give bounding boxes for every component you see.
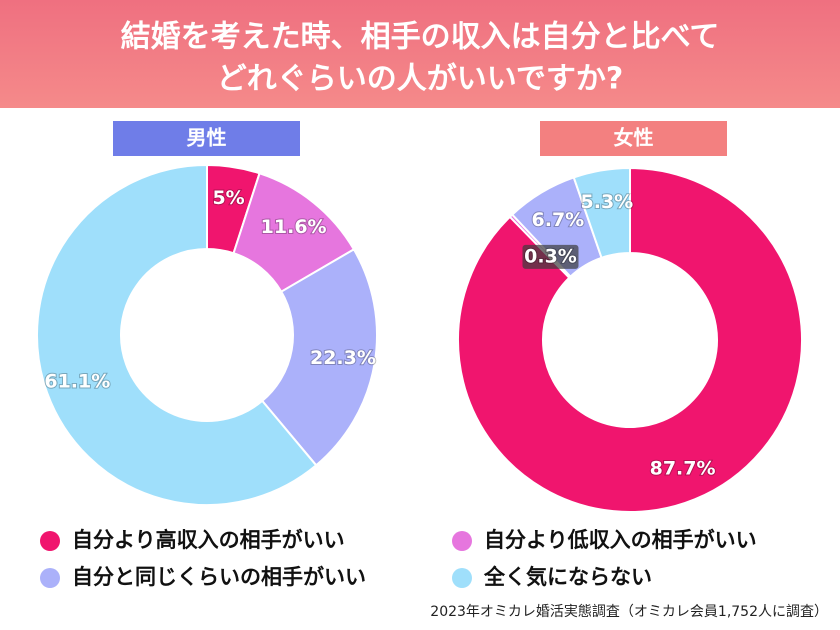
value-label: 61.1% xyxy=(44,371,110,393)
footnote: 2023年オミカレ婚活実態調査（オミカレ会員1,752人に調査） xyxy=(430,604,828,620)
value-label: 5.3% xyxy=(581,191,634,213)
donut-slice xyxy=(260,248,378,467)
legend-label: 自分と同じくらいの相手がいい xyxy=(72,565,366,589)
value-label: 5% xyxy=(212,187,244,209)
value-label: 11.6% xyxy=(261,216,327,238)
legend-marker xyxy=(452,568,472,588)
value-label: 6.7% xyxy=(532,209,585,231)
value-label: 22.3% xyxy=(310,347,376,369)
title-line: 結婚を考えた時、相手の収入は自分と比べて xyxy=(121,20,720,55)
donut-slice xyxy=(36,163,318,506)
header-band xyxy=(0,0,840,108)
label-bg xyxy=(522,244,579,269)
chart-title: 女性 xyxy=(614,126,654,150)
value-label: 0.3% xyxy=(524,245,577,267)
legend-label: 自分より高収入の相手がいい xyxy=(72,528,345,552)
legend-marker xyxy=(40,568,60,588)
legend-label: 自分より低収入の相手がいい xyxy=(484,528,757,552)
title-line: どれぐらいの人がいいですか? xyxy=(217,62,624,97)
value-label: 87.7% xyxy=(650,458,716,480)
legend-marker xyxy=(452,531,472,551)
legend-label: 全く気にならない xyxy=(483,565,652,589)
chart-title: 男性 xyxy=(187,126,227,150)
legend-marker xyxy=(40,531,60,551)
chart-title-box xyxy=(540,121,727,156)
chart-title-box xyxy=(113,121,300,156)
donut-slice xyxy=(572,166,631,260)
